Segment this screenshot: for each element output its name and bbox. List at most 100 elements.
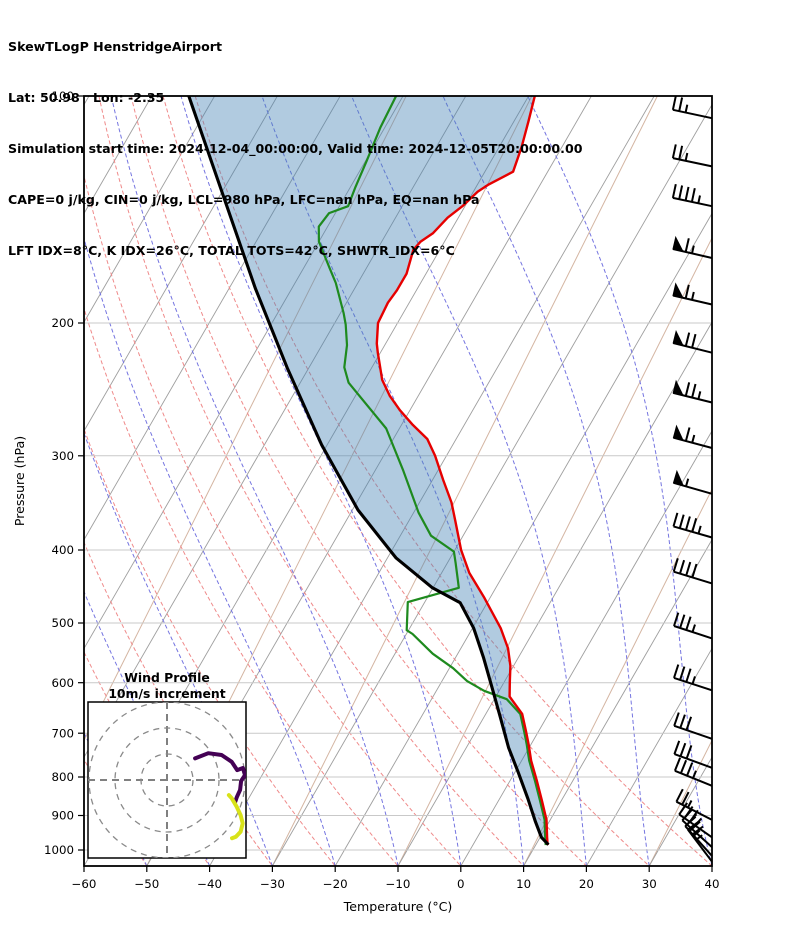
cin-shaded-area <box>188 96 549 846</box>
isotherm-line <box>586 647 712 866</box>
barb-half <box>697 391 702 400</box>
y-tick-label: 400 <box>51 543 74 557</box>
moist-adiabat-line <box>110 96 399 866</box>
isotherm-line <box>84 96 215 324</box>
barb-half <box>691 291 695 301</box>
mixing-ratio-line <box>271 96 658 866</box>
barb-half <box>691 434 696 443</box>
isotherm-line <box>648 756 712 866</box>
wind-barb <box>671 183 713 208</box>
barb-full <box>672 558 679 572</box>
barb-full <box>686 762 694 777</box>
header-latlon: Lat: 50.98 Lon: -2.35 <box>8 90 165 105</box>
wind-barb <box>671 144 713 168</box>
barb-full <box>685 561 692 576</box>
y-tick-label: 800 <box>51 770 74 784</box>
wind-barb <box>672 558 713 585</box>
barb-full <box>673 664 680 679</box>
barb-full <box>684 332 691 347</box>
dry-adiabat-line <box>84 174 462 866</box>
barb-full <box>691 518 698 533</box>
wind-barb <box>673 612 713 640</box>
y-tick-label: 300 <box>51 449 74 463</box>
barb-full <box>681 791 690 806</box>
barb-full <box>679 742 687 757</box>
x-tick-label: −20 <box>323 877 348 891</box>
wind-barbs <box>671 95 713 863</box>
barb-full <box>671 95 677 111</box>
x-tick-label: −60 <box>72 877 97 891</box>
isotherm-line <box>334 212 712 866</box>
barb-full <box>691 825 704 836</box>
y-tick-label: 600 <box>51 676 74 690</box>
barb-full <box>675 788 684 803</box>
barb-flag <box>672 235 684 252</box>
barb-full <box>673 740 681 755</box>
y-axis-label: Pressure (hPa) <box>12 436 27 526</box>
isotherm-line <box>84 96 278 432</box>
header-times: Simulation start time: 2024-12-04_00:00:… <box>8 141 583 156</box>
barb-full <box>691 383 697 398</box>
hodograph-trace <box>193 751 246 805</box>
wind-barb <box>672 329 713 354</box>
barb-full <box>671 183 677 199</box>
barb-full <box>685 668 692 683</box>
y-tick-label: 900 <box>51 809 74 823</box>
x-tick-label: −10 <box>386 877 411 891</box>
barb-full <box>685 616 692 631</box>
isotherm-line <box>84 96 341 541</box>
barb-full <box>672 512 679 527</box>
hodograph-content <box>88 702 246 858</box>
barb-half <box>691 624 696 633</box>
x-tick-label: 0 <box>457 877 465 891</box>
wind-barb <box>672 424 713 449</box>
isotherm-line <box>523 538 712 866</box>
dry-adiabat-line <box>98 96 524 866</box>
x-tick-label: 40 <box>704 877 719 891</box>
dry-adiabat-line <box>162 96 650 866</box>
barb-full <box>687 820 700 831</box>
barb-full <box>684 186 690 201</box>
wind-barb <box>672 379 713 404</box>
barb-half <box>684 104 689 113</box>
barb-pole <box>675 800 713 821</box>
hodograph-title: Wind Profile <box>124 670 209 685</box>
isotherm-line <box>460 430 712 866</box>
barb-full <box>679 759 688 774</box>
barb-full <box>678 514 685 529</box>
mixing-ratio-line <box>397 236 712 866</box>
wind-barb <box>673 712 713 740</box>
wind-barb <box>675 788 713 821</box>
y-tick-label: 700 <box>51 726 74 740</box>
isotherm-line <box>711 865 712 866</box>
mixing-ratio-line <box>648 739 712 866</box>
barb-full <box>678 185 684 200</box>
moist-adiabat-line <box>84 236 336 866</box>
y-tick-label: 1000 <box>44 843 74 857</box>
isotherm-line <box>272 103 712 866</box>
x-tick-label: −50 <box>134 877 159 891</box>
wind-barb <box>672 282 713 306</box>
barb-flag <box>672 379 684 397</box>
y-tick-label: 500 <box>51 616 74 630</box>
barb-pole <box>673 570 713 585</box>
barb-half <box>684 152 689 162</box>
temperature-curve <box>375 96 549 846</box>
barb-full <box>691 563 698 578</box>
x-tick-label: 20 <box>579 877 594 891</box>
barb-full <box>684 815 697 827</box>
isotherm-line <box>209 96 655 866</box>
mixing-ratio-line <box>523 488 712 866</box>
barb-full <box>690 187 696 203</box>
moist-adiabat-line <box>351 96 587 866</box>
barb-flag <box>672 282 684 299</box>
barb-full <box>679 714 686 729</box>
parcel-curve <box>187 96 550 846</box>
hodograph-ring <box>114 727 220 833</box>
barb-full <box>681 809 693 821</box>
x-axis-label: Temperature (°C) <box>343 899 453 914</box>
barb-half <box>692 770 697 779</box>
barb-full <box>684 382 691 397</box>
